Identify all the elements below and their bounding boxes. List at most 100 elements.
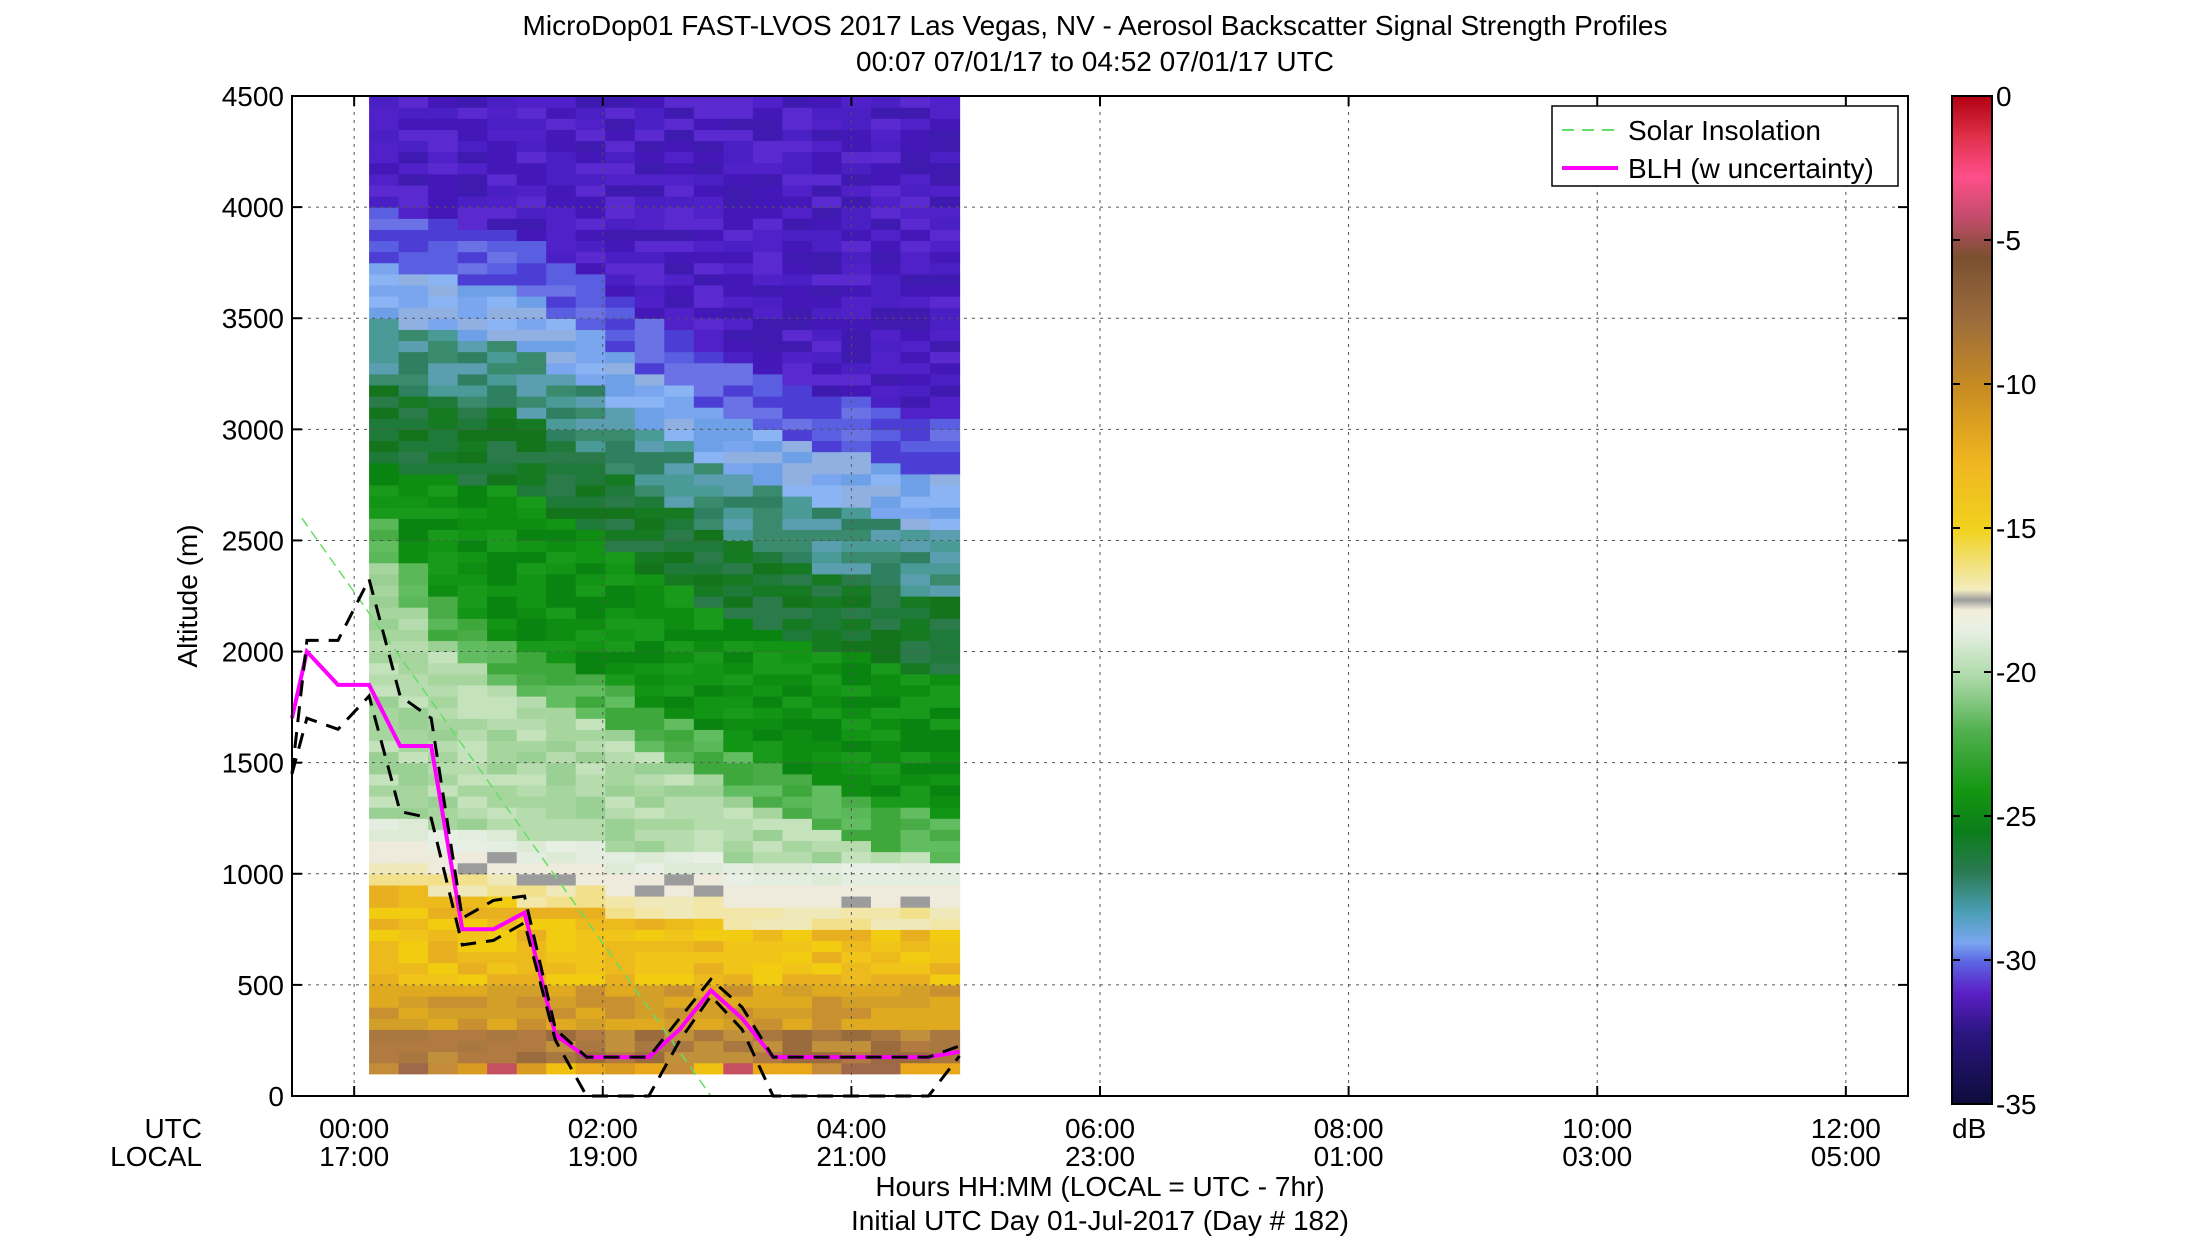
heatmap-cell xyxy=(664,1062,695,1075)
heatmap-cell xyxy=(870,296,902,308)
series-solar-insolation xyxy=(301,517,712,1097)
heatmap-cell xyxy=(398,551,429,564)
heatmap-cell xyxy=(487,518,518,530)
heatmap-cell xyxy=(811,584,843,597)
heatmap-cell xyxy=(693,740,724,753)
heatmap-cell xyxy=(900,673,931,686)
heatmap-cell xyxy=(841,696,872,708)
heatmap-cell xyxy=(930,518,961,530)
heatmap-cell xyxy=(900,796,931,808)
heatmap-cell xyxy=(723,240,754,253)
heatmap-cell xyxy=(930,529,961,542)
heatmap-cell xyxy=(693,1007,724,1019)
heatmap-cell xyxy=(487,662,518,675)
heatmap-cell xyxy=(900,807,931,819)
heatmap-cell xyxy=(693,596,724,608)
heatmap-cell xyxy=(575,318,606,330)
heatmap-cell xyxy=(516,162,547,175)
heatmap-cell xyxy=(487,507,518,519)
heatmap-cell xyxy=(723,807,754,819)
heatmap-cell xyxy=(900,684,931,697)
heatmap-cell xyxy=(575,362,606,375)
heatmap-cell xyxy=(693,696,724,708)
heatmap-cell xyxy=(605,429,636,442)
heatmap-cell xyxy=(930,440,961,453)
heatmap-cell xyxy=(664,384,695,397)
heatmap-cell xyxy=(752,96,783,108)
heatmap-cell xyxy=(369,829,400,842)
heatmap-cell xyxy=(546,696,577,708)
heatmap-cell xyxy=(782,1029,813,1042)
heatmap-cell xyxy=(782,418,813,430)
y-tick-label: 1500 xyxy=(222,748,284,779)
heatmap-cell xyxy=(900,296,931,308)
heatmap-cell xyxy=(900,440,931,453)
heatmap-cell xyxy=(723,962,754,975)
heatmap-cell xyxy=(516,884,547,897)
heatmap-cell xyxy=(457,1029,488,1042)
heatmap-cell xyxy=(782,1040,813,1053)
heatmap-cell xyxy=(752,718,783,730)
heatmap-cell xyxy=(457,518,488,530)
heatmap-cell xyxy=(428,1040,459,1053)
heatmap-cell xyxy=(428,307,459,319)
heatmap-cell xyxy=(398,162,429,175)
heatmap-cell xyxy=(723,96,754,108)
heatmap-cell xyxy=(428,551,459,564)
heatmap-cell xyxy=(634,507,665,519)
y-tick-label: 0 xyxy=(268,1081,284,1112)
heatmap-cell xyxy=(428,429,459,442)
heatmap-cell xyxy=(605,996,636,1008)
heatmap-cell xyxy=(930,729,961,742)
heatmap-cell xyxy=(428,184,459,197)
heatmap-cell xyxy=(782,496,813,508)
heatmap-cell xyxy=(693,829,724,842)
x-tick-label-utc: 00:00 xyxy=(319,1113,389,1144)
heatmap-cell xyxy=(752,284,783,297)
heatmap-cell xyxy=(516,107,547,119)
heatmap-cell xyxy=(369,896,400,908)
heatmap-cell xyxy=(575,562,606,575)
heatmap-cell xyxy=(457,640,488,653)
heatmap-cell xyxy=(605,662,636,675)
heatmap-cell xyxy=(516,740,547,753)
heatmap-cell xyxy=(398,796,429,808)
heatmap-cell xyxy=(811,162,843,175)
heatmap-cell xyxy=(457,1018,488,1030)
heatmap-cell xyxy=(723,596,754,608)
heatmap-cell xyxy=(369,173,400,186)
heatmap-cell xyxy=(605,351,636,364)
heatmap-cell xyxy=(752,529,783,542)
heatmap-cell xyxy=(634,907,665,919)
heatmap-cell xyxy=(900,1029,931,1042)
heatmap-cell xyxy=(546,973,577,986)
heatmap-cell xyxy=(782,107,813,119)
heatmap-cell xyxy=(930,484,961,497)
heatmap-cell xyxy=(841,729,872,742)
heatmap-cell xyxy=(634,240,665,253)
heatmap-cell xyxy=(752,462,783,475)
heatmap-cell xyxy=(369,340,400,353)
heatmap-cell xyxy=(841,684,872,697)
heatmap-cell xyxy=(546,740,577,753)
heatmap-cell xyxy=(428,151,459,164)
heatmap-cell xyxy=(870,884,902,897)
heatmap-cell xyxy=(841,584,872,597)
heatmap-cell xyxy=(605,240,636,253)
heatmap-cell xyxy=(516,718,547,730)
heatmap-cell xyxy=(782,562,813,575)
heatmap-cell xyxy=(752,451,783,464)
heatmap-cell xyxy=(487,940,518,953)
heatmap-cell xyxy=(369,662,400,675)
heatmap-cell xyxy=(693,107,724,119)
heatmap-cell xyxy=(634,451,665,464)
heatmap-cell xyxy=(723,251,754,264)
heatmap-cell xyxy=(487,407,518,419)
heatmap-cell xyxy=(487,462,518,475)
heatmap-cell xyxy=(428,207,459,219)
heatmap-cell xyxy=(575,851,606,864)
heatmap-cell xyxy=(900,162,931,175)
heatmap-cell xyxy=(398,918,429,930)
heatmap-cell xyxy=(723,362,754,375)
heatmap-cell xyxy=(870,229,902,242)
